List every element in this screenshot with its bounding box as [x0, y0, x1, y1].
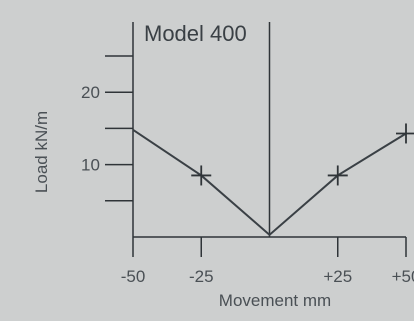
- x-tick-label--25: -25: [189, 267, 214, 286]
- labels: 10 20 -50 -25 +25 +50: [81, 83, 414, 286]
- axes: [132, 22, 406, 238]
- series-line-0: [132, 129, 407, 237]
- y-tick-label-10: 10: [81, 156, 100, 175]
- series: [132, 123, 414, 237]
- x-tick-label-25: +25: [323, 267, 352, 286]
- y-axis-label: Load kN/m: [32, 111, 51, 193]
- chart-title: Model 400: [144, 21, 247, 46]
- data-point-25: [327, 165, 348, 186]
- data-point-50: [396, 123, 414, 144]
- ticks: [105, 55, 407, 257]
- x-tick-label--50: -50: [121, 267, 146, 286]
- x-axis-label: Movement mm: [219, 291, 331, 310]
- data-point--25: [191, 165, 212, 186]
- x-tick-label-50: +50: [392, 267, 414, 286]
- y-tick-label-20: 20: [81, 83, 100, 102]
